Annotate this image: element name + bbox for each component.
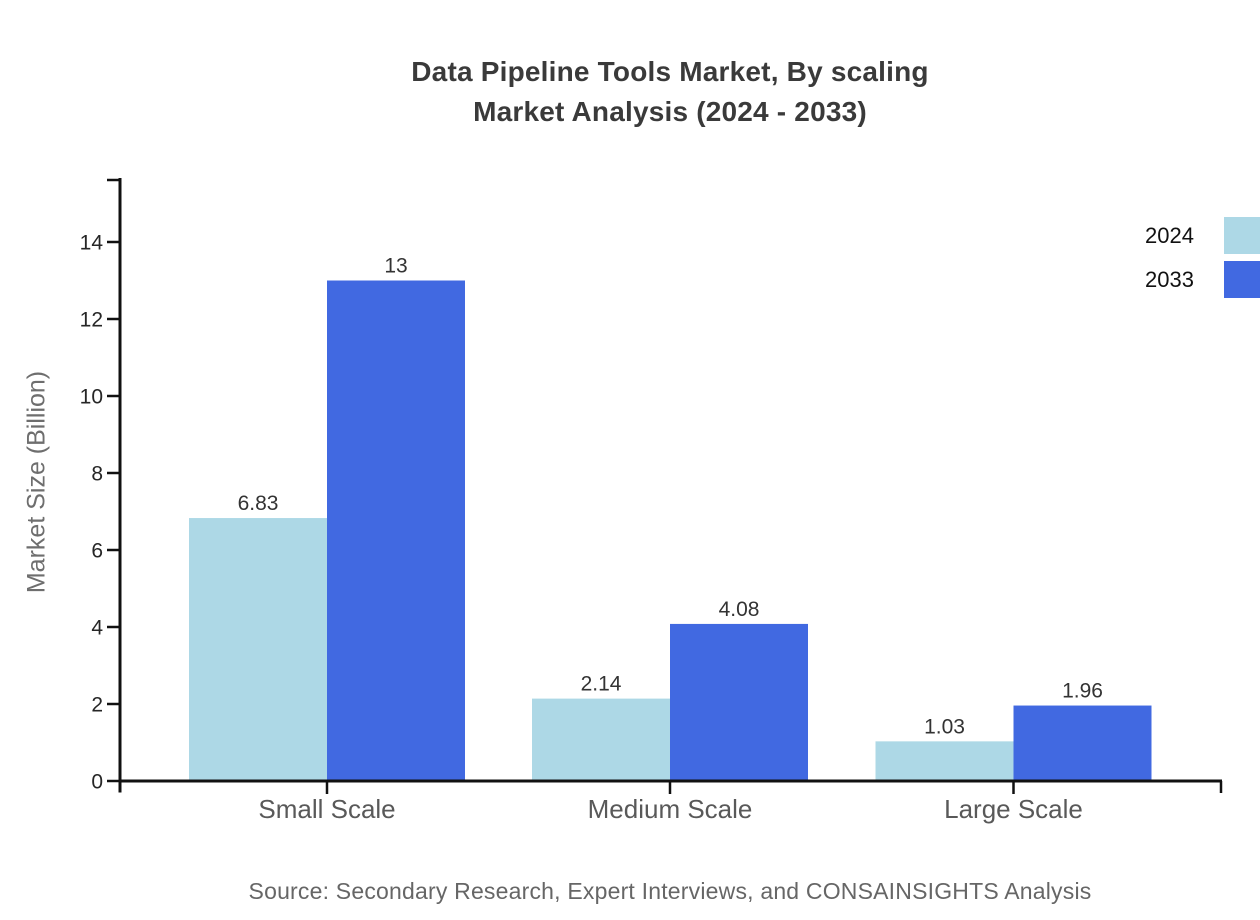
legend-swatch-2024 [1224,217,1260,254]
value-label: 2.14 [581,673,622,696]
bar-2024-large-scale [875,741,1014,781]
bar-2033-medium-scale [670,623,808,781]
y-tick-label: 12 [80,309,103,332]
category-label-medium-scale: Medium Scale [588,794,753,824]
y-tick-label: 14 [80,232,104,255]
category-label-large-scale: Large Scale [944,794,1083,824]
y-tick-label: 4 [91,617,103,640]
chart-title-line-2: Market Analysis (2024 - 2033) [473,96,867,127]
chart-title-line-1: Data Pipeline Tools Market, By scaling [411,56,929,87]
source-note: Source: Secondary Research, Expert Inter… [248,878,1092,904]
bar-2033-large-scale [1013,705,1152,781]
y-tick-label: 0 [91,771,103,794]
y-tick-label: 2 [91,694,103,717]
bar-2033-small-scale [327,280,465,781]
bar-2024-small-scale [189,518,327,781]
category-label-small-scale: Small Scale [258,794,395,824]
value-label: 4.08 [719,598,760,621]
legend-item-2033: 2033 [1145,261,1260,298]
value-label: 13 [384,255,407,278]
legend-label: 2024 [1145,222,1194,248]
value-label: 1.03 [924,715,965,738]
legend-label: 2033 [1145,266,1194,292]
y-tick-label: 8 [91,463,103,486]
value-label: 6.83 [238,492,279,515]
legend-item-2024: 2024 [1145,217,1260,254]
chart-title: Data Pipeline Tools Market, By scaling M… [80,52,1260,132]
legend-swatch-2033 [1224,261,1260,298]
legend: 2024 2033 [1145,217,1260,298]
y-tick-label: 6 [91,540,103,563]
y-tick-label: 10 [80,386,103,409]
bar-2024-medium-scale [532,698,670,781]
value-label: 1.96 [1062,680,1103,703]
